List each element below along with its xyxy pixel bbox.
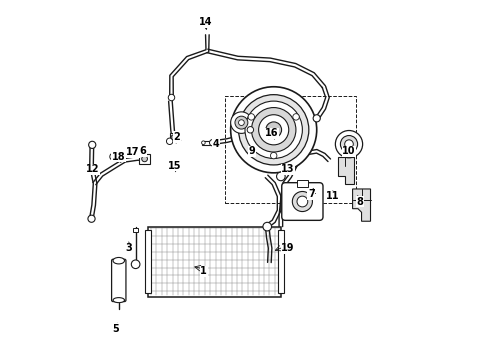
- Circle shape: [293, 192, 313, 212]
- Text: 5: 5: [113, 324, 119, 334]
- Text: 6: 6: [140, 146, 146, 156]
- Circle shape: [167, 138, 173, 144]
- Circle shape: [263, 222, 271, 231]
- Circle shape: [210, 139, 216, 146]
- Text: 19: 19: [281, 243, 295, 253]
- Circle shape: [270, 152, 277, 159]
- Circle shape: [235, 116, 248, 129]
- Text: 14: 14: [199, 17, 212, 27]
- Circle shape: [297, 196, 308, 207]
- Bar: [278, 230, 284, 293]
- Text: 4: 4: [213, 139, 220, 149]
- Circle shape: [344, 140, 353, 148]
- Circle shape: [168, 94, 175, 101]
- Circle shape: [171, 135, 176, 140]
- Circle shape: [89, 141, 96, 148]
- Text: 1: 1: [200, 266, 207, 276]
- Circle shape: [231, 112, 252, 134]
- Text: 2: 2: [173, 132, 180, 142]
- Circle shape: [231, 87, 317, 173]
- Bar: [139, 154, 150, 164]
- Circle shape: [142, 156, 147, 162]
- Circle shape: [251, 108, 296, 152]
- Text: 3: 3: [125, 243, 132, 253]
- Bar: [202, 140, 213, 145]
- Circle shape: [239, 120, 245, 126]
- Circle shape: [110, 153, 117, 160]
- Bar: [148, 226, 281, 297]
- Text: 10: 10: [342, 146, 356, 156]
- Polygon shape: [338, 157, 354, 184]
- Circle shape: [131, 260, 140, 269]
- Bar: [297, 180, 308, 187]
- Circle shape: [276, 172, 285, 181]
- Text: 13: 13: [281, 164, 295, 174]
- Text: 15: 15: [169, 161, 182, 171]
- Circle shape: [293, 114, 299, 120]
- Bar: [133, 228, 139, 232]
- FancyBboxPatch shape: [282, 183, 323, 220]
- Circle shape: [245, 101, 302, 158]
- Circle shape: [266, 122, 282, 138]
- Bar: [170, 134, 177, 141]
- Circle shape: [259, 115, 289, 145]
- Circle shape: [201, 141, 205, 144]
- Bar: [146, 230, 151, 293]
- Text: 17: 17: [126, 147, 140, 157]
- Text: 9: 9: [249, 146, 256, 156]
- Circle shape: [248, 114, 255, 120]
- Text: 18: 18: [112, 152, 125, 162]
- Text: 16: 16: [265, 129, 279, 138]
- Text: 12: 12: [86, 164, 99, 174]
- Text: 8: 8: [356, 197, 363, 207]
- Circle shape: [247, 127, 254, 133]
- Text: 7: 7: [308, 189, 315, 199]
- Ellipse shape: [113, 257, 124, 264]
- Text: 11: 11: [326, 191, 340, 201]
- Circle shape: [341, 135, 358, 153]
- Ellipse shape: [113, 298, 124, 303]
- Circle shape: [313, 115, 320, 122]
- FancyBboxPatch shape: [112, 259, 126, 302]
- Polygon shape: [353, 189, 370, 221]
- Circle shape: [239, 95, 309, 165]
- Circle shape: [335, 131, 363, 158]
- Circle shape: [88, 215, 95, 222]
